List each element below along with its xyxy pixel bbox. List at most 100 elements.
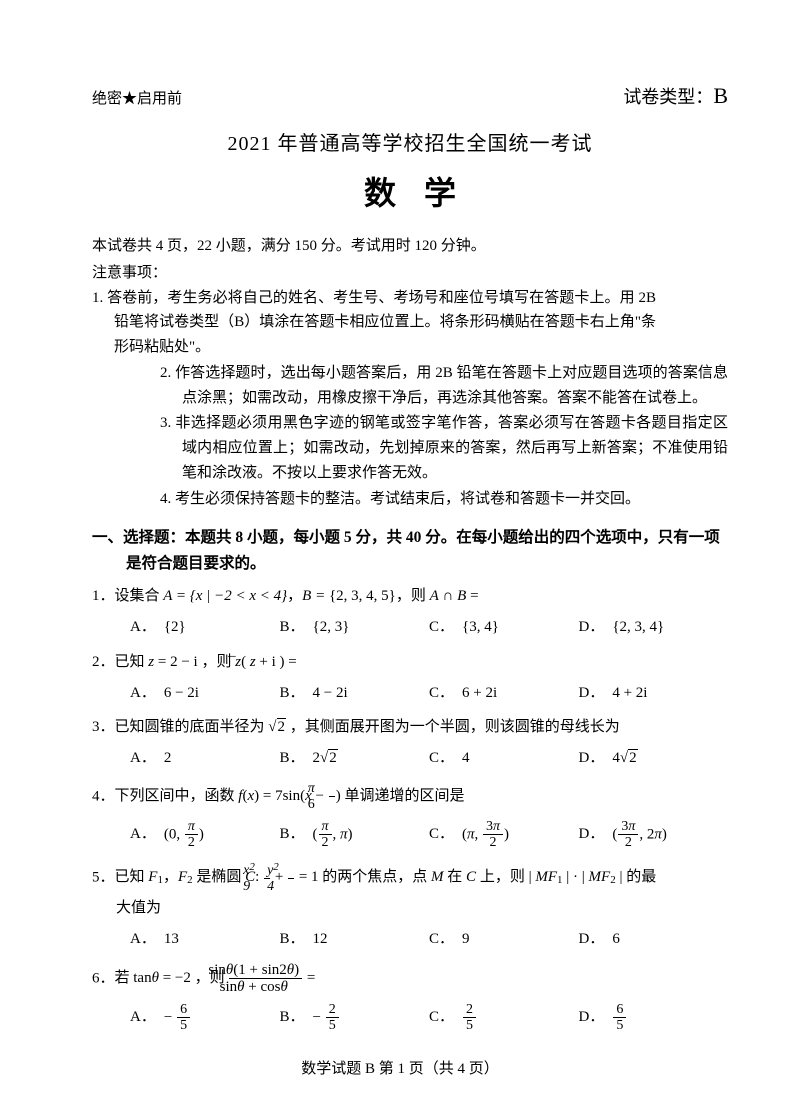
opt-value: (3π2, 2π) [612, 819, 667, 851]
math-setB: B = {2, 3, 4, 5} [302, 588, 396, 604]
paper-type: 试卷类型：B [623, 78, 728, 114]
q2-options: A．6 − 2i B． 4 − 2i C． 6 + 2i D． 4 + 2i [92, 681, 728, 706]
opt-label: A． [130, 1005, 156, 1030]
opt-value: 6 + 2i [462, 681, 497, 706]
opt-value: (π, 3π2) [462, 819, 509, 851]
option-A: A．{2} [130, 615, 280, 640]
q1-options: A．{2} B． {2, 3} C． {3, 4} D． {2, 3, 4} [92, 615, 728, 640]
opt-label: C． [429, 1005, 454, 1030]
q-text: 已知 z = 2 − i ，则 z( z¯ + i ) = [115, 654, 297, 670]
option-C: C． 25 [429, 1002, 579, 1034]
header-row: 绝密★启用前 试卷类型：B [92, 78, 728, 114]
page-footer: 数学试题 B 第 1 页（共 4 页） [0, 1057, 800, 1082]
main-title: 2021 年普通高等学校招生全国统一考试 [92, 128, 728, 161]
option-C: C． {3, 4} [429, 615, 579, 640]
question-4: 4．下列区间中，函数 f(x) = 7sin(x − π6) 单调递增的区间是 [92, 781, 728, 813]
opt-label: D． [579, 746, 605, 771]
notice-item: 1. 答卷前，考生务必将自己的姓名、考生号、考场号和座位号填写在答题卡上。用 2… [92, 286, 656, 360]
question-5: 5．已知 F1，F2 是椭圆 C: x29 + y24 = 1 的两个焦点，点 … [92, 861, 728, 895]
opt-label: A． [130, 927, 156, 952]
q-text-post: ，则 A ∩ B = [396, 588, 479, 604]
question-6: 6．若 tanθ = −2 ，则 sinθ(1 + sin2θ)sinθ + c… [92, 962, 728, 996]
notice-item: 2. 作答选择题时，选出每小题答案后，用 2B 铅笔在答题卡上对应题目选项的答案… [160, 361, 728, 411]
option-B: B． (π2, π) [280, 819, 430, 851]
notice-items: 2. 作答选择题时，选出每小题答案后，用 2B 铅笔在答题卡上对应题目选项的答案… [92, 361, 728, 512]
question-3: 3．已知圆锥的底面半径为 2 ，其侧面展开图为一个半圆，则该圆锥的母线长为 [92, 715, 728, 740]
opt-label: A． [130, 822, 156, 847]
opt-label: C． [429, 927, 454, 952]
option-C: C． 9 [429, 927, 579, 952]
notice-item: 4. 考生必须保持答题卡的整洁。考试结束后，将试卷和答题卡一并交回。 [160, 487, 728, 512]
math-setA: A = {x | −2 < x < 4} [163, 588, 287, 604]
option-D: D． 42 [579, 746, 729, 771]
opt-label: D． [579, 681, 605, 706]
paper-type-label: 试卷类型： [623, 87, 713, 107]
opt-value: 2 [164, 746, 172, 771]
opt-value: 42 [612, 746, 637, 771]
opt-label: C． [429, 681, 454, 706]
sep: ， [287, 588, 302, 604]
section-1-title: 一、选择题：本题共 8 小题，每小题 5 分，共 40 分。在每小题给出的四个选… [92, 525, 728, 576]
q3-options: A． 2 B． 22 C． 4 D． 42 [92, 746, 728, 771]
question-1: 1．设集合 A = {x | −2 < x < 4}，B = {2, 3, 4,… [92, 584, 728, 609]
opt-value: {3, 4} [462, 615, 499, 640]
opt-value: 22 [313, 746, 338, 771]
opt-value: {2, 3} [313, 615, 350, 640]
option-D: D． (3π2, 2π) [579, 819, 729, 851]
opt-value: 4 [462, 746, 470, 771]
opt-value: 25 [462, 1002, 477, 1034]
opt-label: D． [579, 615, 605, 640]
q-text: 已知 F1，F2 是椭圆 C: x29 + y24 = 1 的两个焦点，点 M … [115, 869, 657, 885]
opt-value: 9 [462, 927, 470, 952]
option-B: B． {2, 3} [280, 615, 430, 640]
opt-label: A． [130, 746, 156, 771]
option-A: A．(0, π2) [130, 819, 280, 851]
option-A: A．6 − 2i [130, 681, 280, 706]
opt-value: {2} [164, 615, 186, 640]
option-C: C． 4 [429, 746, 579, 771]
q-num: 2． [92, 654, 115, 670]
option-B: B． 12 [280, 927, 430, 952]
opt-label: B． [280, 927, 305, 952]
opt-value: − 25 [313, 1002, 340, 1034]
q-num: 1． [92, 588, 115, 604]
option-C: C． 6 + 2i [429, 681, 579, 706]
opt-label: C． [429, 615, 454, 640]
opt-value: 12 [313, 927, 328, 952]
opt-label: C． [429, 822, 454, 847]
opt-value: − 65 [164, 1002, 191, 1034]
q-text: 设集合 [115, 588, 164, 604]
opt-label: B． [280, 822, 305, 847]
q-text: 已知圆锥的底面半径为 2 ，其侧面展开图为一个半圆，则该圆锥的母线长为 [115, 718, 620, 735]
question-2: 2．已知 z = 2 − i ，则 z( z¯ + i ) = [92, 650, 728, 675]
opt-label: A． [130, 681, 156, 706]
opt-value: 4 + 2i [612, 681, 647, 706]
q6-options: A． − 65 B． − 25 C． 25 D．65 [92, 1002, 728, 1034]
opt-label: B． [280, 746, 305, 771]
opt-label: C． [429, 746, 454, 771]
option-D: D．65 [579, 1002, 729, 1034]
option-D: D． 4 + 2i [579, 681, 729, 706]
opt-value: 65 [612, 1002, 627, 1034]
q4-options: A．(0, π2) B． (π2, π) C． (π, 3π2) D． (3π2, 2… [92, 819, 728, 851]
opt-value: 13 [164, 927, 179, 952]
opt-value: 6 [612, 927, 620, 952]
q-num: 4． [92, 788, 115, 804]
opt-label: B． [280, 1005, 305, 1030]
q-text: 下列区间中，函数 f(x) = 7sin(x − π6) 单调递增的区间是 [115, 788, 465, 804]
opt-value: (π2, π) [313, 819, 353, 851]
confidential-label: 绝密★启用前 [92, 87, 182, 112]
opt-label: D． [579, 822, 605, 847]
opt-label: B． [280, 681, 305, 706]
opt-value: 4 − 2i [313, 681, 348, 706]
question-5-line2: 大值为 [92, 896, 728, 921]
q-num: 3． [92, 719, 115, 735]
q-text: 若 tanθ = −2 ，则 sinθ(1 + sin2θ)sinθ + cos… [115, 970, 316, 986]
intro-text: 本试卷共 4 页，22 小题，满分 150 分。考试用时 120 分钟。 [92, 234, 728, 259]
notice-block: 注意事项： 1. 答卷前，考生务必将自己的姓名、考生号、考场号和座位号填写在答题… [92, 261, 728, 512]
option-D: D． {2, 3, 4} [579, 615, 729, 640]
option-B: B． − 25 [280, 1002, 430, 1034]
opt-value: {2, 3, 4} [612, 615, 664, 640]
option-B: B． 22 [280, 746, 430, 771]
opt-label: B． [280, 615, 305, 640]
